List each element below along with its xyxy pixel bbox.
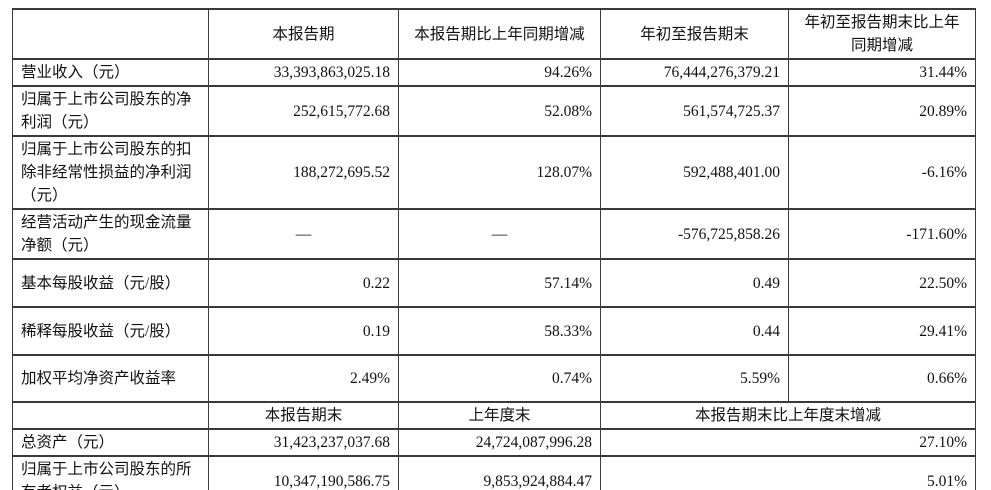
row-label: 总资产（元） [12,428,209,457]
cell-end-current-period: 31,423,237,037.68 [208,428,399,457]
row-total-assets: 总资产（元） 31,423,237,037.68 24,724,087,996.… [12,428,976,457]
row-label: 经营活动产生的现金流量净额（元） [12,208,209,260]
cell-ytd-change: 20.89% [788,85,976,137]
cell-yoy-change: 94.26% [398,58,601,87]
header-end-change: 本报告期末比上年度末增减 [600,401,976,430]
cell-ytd: -576,725,858.26 [600,208,789,260]
cell-current-period: 0.22 [208,258,399,308]
cell-current-period: 188,272,695.52 [208,135,399,210]
cell-current-period: — [208,208,399,260]
row-label: 归属于上市公司股东的净利润（元） [12,85,209,137]
row-label: 营业收入（元） [12,58,209,87]
cell-yoy-change: 128.07% [398,135,601,210]
cell-ytd: 0.44 [600,306,789,356]
cell-end-change: 5.01% [600,455,976,490]
cell-current-period: 0.19 [208,306,399,356]
row-weighted-avg-roe: 加权平均净资产收益率 2.49% 0.74% 5.59% 0.66% [12,354,976,403]
cell-yoy-change: 57.14% [398,258,601,308]
cell-ytd-change: 22.50% [788,258,976,308]
row-net-profit-attributable: 归属于上市公司股东的净利润（元） 252,615,772.68 52.08% 5… [12,85,976,137]
cell-current-period: 33,393,863,025.18 [208,58,399,87]
cell-ytd: 5.59% [600,354,789,403]
cell-ytd: 592,488,401.00 [600,135,789,210]
row-label: 归属于上市公司股东的扣除非经常性损益的净利润（元） [12,135,209,210]
row-label: 稀释每股收益（元/股） [12,306,209,356]
header-yoy-change: 本报告期比上年同期增减 [398,8,601,60]
header-end-prev-year: 上年度末 [398,401,601,430]
cell-end-prev-year: 9,853,924,884.47 [398,455,601,490]
cell-ytd-change: 29.41% [788,306,976,356]
cell-end-prev-year: 24,724,087,996.28 [398,428,601,457]
financial-summary-table: 本报告期 本报告期比上年同期增减 年初至报告期末 年初至报告期末比上年同期增减 … [12,8,976,490]
cell-ytd-change: -6.16% [788,135,976,210]
period-header-row: 本报告期 本报告期比上年同期增减 年初至报告期末 年初至报告期末比上年同期增减 [12,8,976,60]
row-label: 归属于上市公司股东的所有者权益（元） [12,455,209,490]
cell-yoy-change: — [398,208,601,260]
header-empty-corner [12,8,209,60]
row-operating-cash-flow: 经营活动产生的现金流量净额（元） — — -576,725,858.26 -17… [12,208,976,260]
cell-yoy-change: 58.33% [398,306,601,356]
balance-header-row: 本报告期末 上年度末 本报告期末比上年度末增减 [12,401,976,430]
row-basic-eps: 基本每股收益（元/股） 0.22 57.14% 0.49 22.50% [12,258,976,308]
cell-ytd: 561,574,725.37 [600,85,789,137]
header-ytd-change: 年初至报告期末比上年同期增减 [788,8,976,60]
header-end-current-period: 本报告期末 [208,401,399,430]
row-operating-revenue: 营业收入（元） 33,393,863,025.18 94.26% 76,444,… [12,58,976,87]
cell-current-period: 2.49% [208,354,399,403]
cell-end-current-period: 10,347,190,586.75 [208,455,399,490]
cell-ytd-change: 31.44% [788,58,976,87]
header-ytd: 年初至报告期末 [600,8,789,60]
row-label: 加权平均净资产收益率 [12,354,209,403]
cell-ytd-change: 0.66% [788,354,976,403]
header-empty-balance [12,401,209,430]
cell-ytd: 0.49 [600,258,789,308]
row-diluted-eps: 稀释每股收益（元/股） 0.19 58.33% 0.44 29.41% [12,306,976,356]
cell-yoy-change: 0.74% [398,354,601,403]
cell-yoy-change: 52.08% [398,85,601,137]
cell-end-change: 27.10% [600,428,976,457]
cell-ytd-change: -171.60% [788,208,976,260]
row-owners-equity: 归属于上市公司股东的所有者权益（元） 10,347,190,586.75 9,8… [12,455,976,490]
row-net-profit-excl-nonrecurring: 归属于上市公司股东的扣除非经常性损益的净利润（元） 188,272,695.52… [12,135,976,210]
row-label: 基本每股收益（元/股） [12,258,209,308]
header-current-period: 本报告期 [208,8,399,60]
cell-current-period: 252,615,772.68 [208,85,399,137]
cell-ytd: 76,444,276,379.21 [600,58,789,87]
